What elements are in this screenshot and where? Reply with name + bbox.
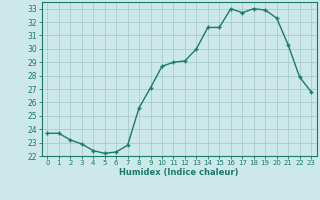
X-axis label: Humidex (Indice chaleur): Humidex (Indice chaleur) <box>119 168 239 177</box>
